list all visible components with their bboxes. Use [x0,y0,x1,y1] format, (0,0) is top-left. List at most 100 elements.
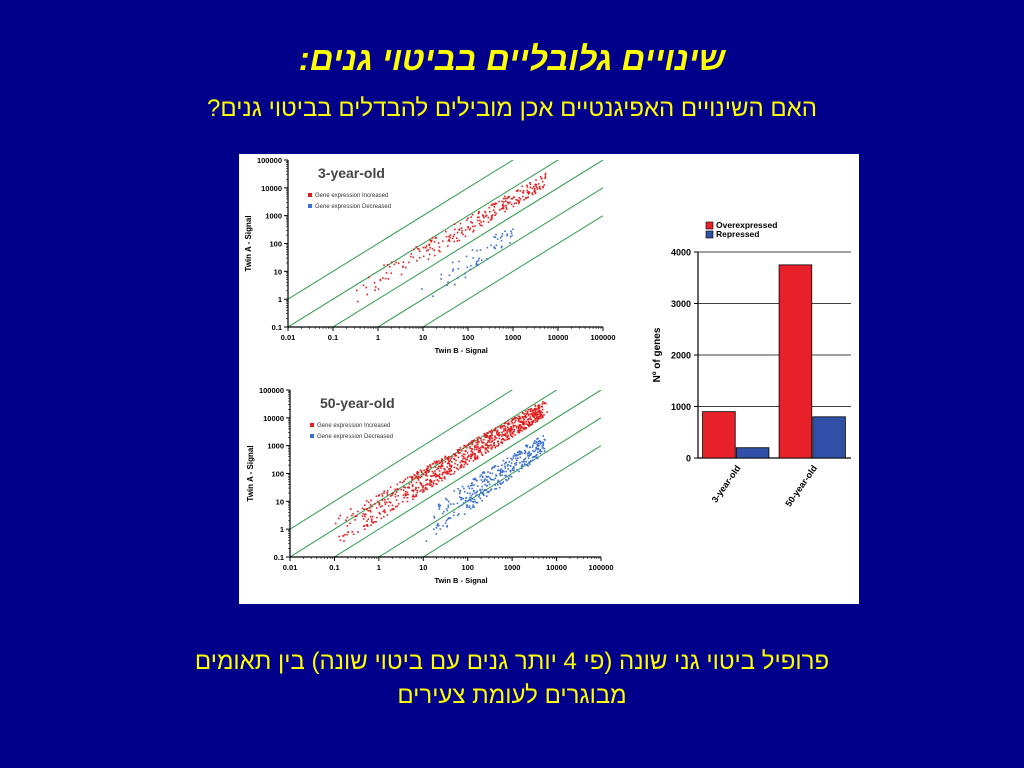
point-increased [381,499,384,502]
diagonal-line [377,187,603,327]
point-increased [427,258,430,260]
point-increased [435,236,437,239]
point-increased [378,502,381,505]
point-decreased [490,244,492,247]
point-increased [432,483,435,485]
point-decreased [510,230,512,232]
point-increased [369,503,372,506]
point-increased [366,293,368,296]
legend-swatch-increased [308,193,312,197]
point-increased [418,257,421,259]
point-increased [530,408,533,410]
point-increased [510,198,513,200]
point-decreased [524,449,526,452]
legend-swatch-increased [310,423,314,427]
point-increased [417,479,420,481]
point-decreased [486,491,489,493]
point-increased [493,211,496,213]
point-increased [343,540,345,542]
point-decreased [466,505,468,507]
point-increased [484,444,487,446]
point-increased [541,180,544,183]
point-increased [529,182,531,184]
point-increased [438,460,440,462]
point-decreased [459,489,461,492]
point-increased [450,469,453,472]
point-decreased [445,519,448,522]
point-increased [453,457,455,460]
caption-line-1: פרופיל ביטוי גני שונה (פי 4 יותר גנים עם… [194,648,830,675]
point-decreased [466,506,468,509]
point-increased [412,494,415,496]
point-increased [507,426,509,428]
point-increased [484,210,486,213]
point-increased [424,471,427,474]
point-decreased [533,450,536,453]
point-increased [511,436,514,438]
point-increased [517,417,519,420]
point-decreased [543,438,545,441]
point-increased [532,420,535,423]
point-decreased [448,517,451,519]
point-increased [416,491,419,494]
legend-swatch-overexpressed [705,221,714,230]
point-increased [364,513,366,516]
point-decreased [508,477,510,479]
point-decreased [485,489,488,491]
point-decreased [541,445,543,447]
point-decreased [469,496,471,499]
point-increased [406,497,409,499]
point-decreased [491,472,494,475]
point-decreased [482,476,484,478]
point-decreased [509,470,512,473]
scatter-title: 50-year-old [320,395,395,411]
point-decreased [535,440,538,443]
point-increased [541,411,544,414]
point-increased [352,533,355,536]
point-increased [491,214,494,217]
point-increased [535,414,538,416]
point-increased [468,229,471,231]
point-increased [463,463,466,466]
point-increased [518,424,520,426]
point-increased [494,427,497,429]
point-decreased [472,501,475,503]
point-increased [478,216,480,219]
point-increased [519,421,522,423]
point-increased [508,437,510,440]
point-increased [425,245,428,247]
point-increased [357,300,359,303]
point-increased [500,441,502,443]
point-increased [453,466,456,469]
point-decreased [506,465,509,467]
scatter-plot-1: 0.01 0.1 1 10 100 1000 10000 1000000.1110100100… [246,386,614,585]
point-increased [518,415,521,418]
point-increased [384,503,387,506]
diagonal-line [422,215,603,327]
point-increased [419,469,422,472]
point-increased [438,249,440,252]
point-increased [498,431,500,434]
point-decreased [463,487,465,490]
point-increased [484,447,487,450]
point-increased [475,444,478,447]
point-decreased [519,462,521,464]
point-increased [383,492,385,494]
point-increased [408,486,410,488]
point-increased [386,493,389,496]
point-decreased [447,517,450,519]
point-increased [453,240,455,243]
point-decreased [477,259,480,262]
point-increased [542,186,544,189]
point-increased [437,480,440,482]
point-increased [386,264,389,266]
point-increased [427,471,430,473]
point-decreased [482,492,485,495]
point-decreased [483,480,486,482]
point-increased [537,405,539,407]
point-decreased [519,450,521,452]
point-increased [494,214,496,216]
point-increased [523,199,525,201]
point-increased [534,421,537,424]
point-decreased [479,489,481,492]
